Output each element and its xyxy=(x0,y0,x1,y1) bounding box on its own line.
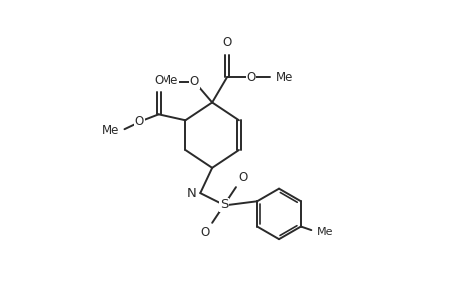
Text: O: O xyxy=(200,226,209,239)
Text: Me: Me xyxy=(101,124,119,137)
Text: O: O xyxy=(154,74,163,87)
Text: O: O xyxy=(134,115,144,128)
Text: Me: Me xyxy=(317,227,333,237)
Text: O: O xyxy=(238,171,247,184)
Text: Me: Me xyxy=(161,74,178,87)
Text: O: O xyxy=(189,75,199,88)
Text: N: N xyxy=(186,187,196,200)
Text: Me: Me xyxy=(275,71,292,84)
Text: O: O xyxy=(246,71,255,84)
Text: O: O xyxy=(222,36,231,49)
Text: S: S xyxy=(219,199,228,212)
